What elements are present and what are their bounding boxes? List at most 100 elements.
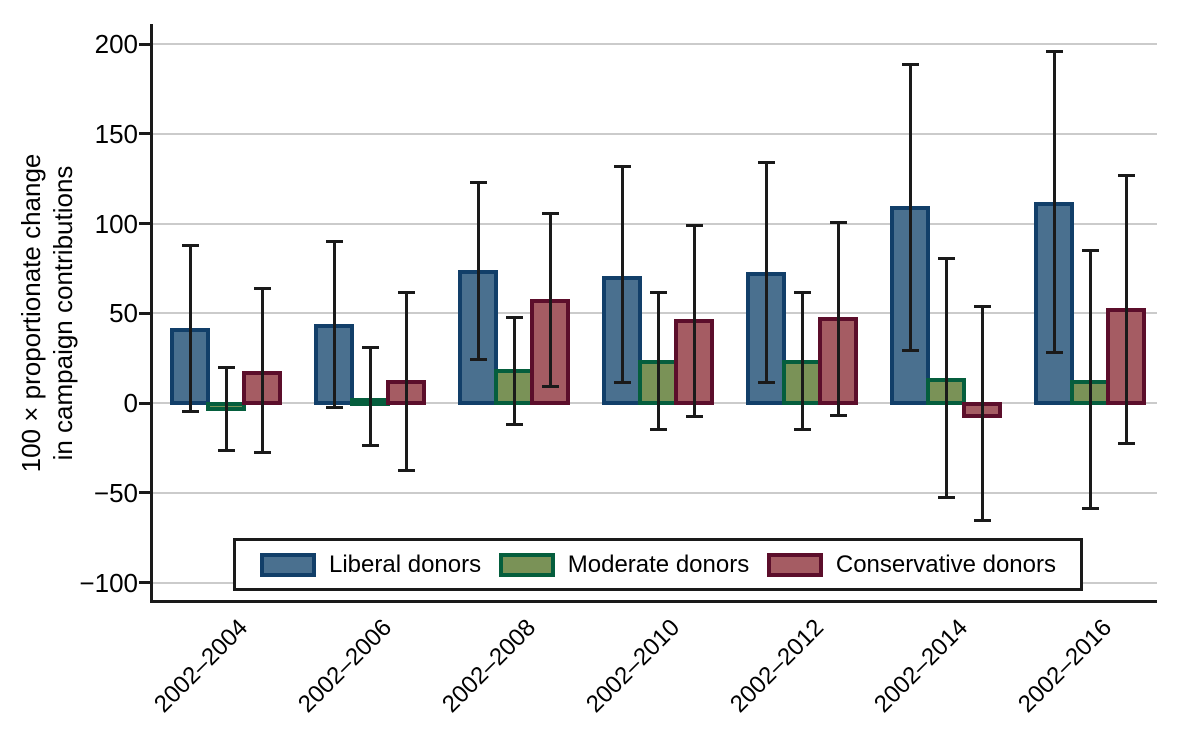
y-tick-200 <box>139 42 152 46</box>
legend-swatch-conservative-donors <box>766 552 823 577</box>
x-axis-label: 2002–2010 <box>581 614 686 719</box>
legend-item: Liberal donors <box>260 551 481 579</box>
gridline-y-150 <box>152 132 1157 135</box>
error-bar-cap-top <box>469 181 487 185</box>
error-bar-cap-bottom <box>685 415 703 419</box>
error-bar-line <box>548 212 552 387</box>
error-bar-cap-bottom <box>181 409 199 413</box>
y-tick--100 <box>139 581 152 584</box>
error-bar-line <box>512 316 516 425</box>
y-axis-line <box>150 24 153 601</box>
error-bar-cap-top <box>361 346 379 350</box>
error-bar-line <box>764 162 768 384</box>
error-bar-cap-top <box>217 366 235 370</box>
error-bar-cap-bottom <box>505 422 523 426</box>
y-tick-150 <box>139 132 152 136</box>
y-tick-100 <box>139 222 152 225</box>
error-bar-cap-bottom <box>1117 442 1135 446</box>
error-bar-cap-top <box>937 256 955 260</box>
legend-label: Conservative donors <box>835 550 1056 578</box>
error-bar-cap-bottom <box>901 348 919 352</box>
error-bar-line <box>1088 250 1092 509</box>
error-bar-cap-top <box>541 211 559 215</box>
error-bar-cap-bottom <box>1045 350 1063 354</box>
error-bar-cap-top <box>181 244 199 248</box>
error-bar-cap-top <box>973 305 991 309</box>
error-bar-line <box>620 166 624 384</box>
error-bar-cap-bottom <box>613 381 631 385</box>
error-bar-cap-bottom <box>757 381 775 385</box>
error-bar-line <box>944 257 948 499</box>
x-axis-label: 2002–2016 <box>1013 614 1118 719</box>
error-bar-line <box>692 225 696 418</box>
error-bar-cap-bottom <box>829 413 847 417</box>
legend-item: Moderate donors <box>498 550 750 579</box>
legend-label: Liberal donors <box>329 550 482 578</box>
error-bar-cap-bottom <box>649 427 667 431</box>
error-bar-cap-top <box>829 220 847 224</box>
y-tick-label-0: 0 <box>123 388 138 418</box>
y-tick-label-200: 200 <box>94 29 138 59</box>
y-tick-label-100: 100 <box>94 208 138 239</box>
error-bar-cap-top <box>1117 174 1135 178</box>
y-tick-label--100: −100 <box>79 567 138 598</box>
error-bar-cap-bottom <box>793 427 811 431</box>
error-bar-cap-bottom <box>469 357 487 361</box>
error-bar-cap-top <box>397 290 415 294</box>
error-bar-cap-bottom <box>361 444 379 448</box>
error-bar-cap-bottom <box>397 469 415 473</box>
error-bar-line <box>188 245 192 412</box>
error-bar-cap-top <box>613 165 631 169</box>
y-tick-label--50: −50 <box>93 477 138 508</box>
error-bar-cap-top <box>685 224 703 228</box>
legend-item: Conservative donors <box>766 550 1056 579</box>
x-axis-line <box>150 600 1157 603</box>
legend-swatch-moderate-donors <box>498 552 555 577</box>
error-bar-line <box>656 291 660 430</box>
x-axis-label: 2002–2012 <box>725 614 830 719</box>
error-bar-line <box>224 367 228 452</box>
y-tick-50 <box>139 311 152 315</box>
gridline-y--50 <box>152 491 1157 494</box>
error-bar-line <box>332 241 336 409</box>
x-axis-label: 2002–2006 <box>293 614 398 719</box>
error-bar-cap-top <box>253 287 271 291</box>
error-bar-line <box>1052 51 1056 353</box>
error-bar-cap-bottom <box>217 449 235 453</box>
error-bar-line <box>476 182 480 360</box>
error-bar-cap-top <box>505 315 523 319</box>
error-bar-line <box>260 288 264 454</box>
error-bar-cap-top <box>757 161 775 165</box>
error-bar-cap-top <box>1045 50 1063 54</box>
error-bar-cap-bottom <box>325 406 343 410</box>
legend-label: Moderate donors <box>567 550 750 578</box>
error-bar-cap-top <box>325 240 343 244</box>
legend-swatch-liberal-donors <box>260 552 316 577</box>
error-bar-cap-bottom <box>253 451 271 455</box>
legend: Liberal donors Moderate donors Conservativ… <box>233 538 1083 591</box>
x-axis-label: 2002–2014 <box>869 614 974 719</box>
error-bar-cap-top <box>649 290 667 294</box>
y-tick--50 <box>139 491 152 495</box>
error-bar-line <box>908 63 912 351</box>
error-bar-cap-bottom <box>973 519 991 523</box>
error-bar-line <box>404 291 408 472</box>
error-bar-line <box>836 221 840 416</box>
error-bar-cap-top <box>901 62 919 66</box>
error-bar-cap-bottom <box>1081 506 1099 510</box>
error-bar-line <box>1124 175 1128 445</box>
error-bar-line <box>368 347 372 447</box>
y-tick-0 <box>139 401 152 405</box>
x-axis-label: 2002–2004 <box>149 614 254 719</box>
x-axis-label: 2002–2008 <box>437 614 542 719</box>
error-bar-cap-bottom <box>937 496 955 500</box>
error-bar-line <box>800 291 804 430</box>
error-bar-cap-top <box>1081 249 1099 253</box>
y-tick-label-150: 150 <box>94 118 138 149</box>
error-bar-line <box>980 306 984 522</box>
gridline-y-100 <box>152 222 1157 225</box>
y-tick-label-50: 50 <box>109 298 138 329</box>
error-bar-cap-bottom <box>541 384 559 388</box>
gridline-y-200 <box>152 43 1157 45</box>
